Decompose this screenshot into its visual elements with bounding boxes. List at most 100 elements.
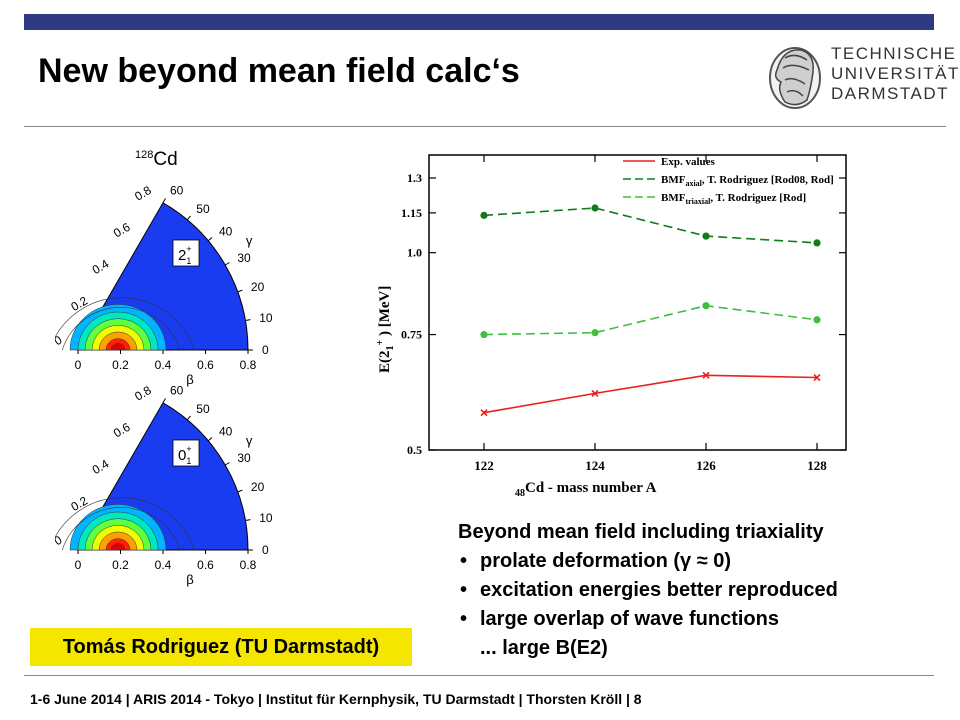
y-tick-label: 1.15 [401, 206, 422, 220]
header-divider [24, 126, 946, 127]
gamma-tick-label: 20 [251, 280, 265, 294]
gamma-axis-label: γ [246, 233, 253, 248]
gamma-tick [224, 262, 230, 266]
gamma-tick-label: 30 [237, 251, 251, 265]
gamma-tick [162, 398, 166, 404]
pes-panel-2plus: 0 10 20 30 40 50 60 γ 0 0.2 0.4 0.6 0.8 0 0.2 0.4 0.6 0.8… [55, 183, 273, 387]
university-logo: TECHNISCHE UNIVERSITÄT DARMSTADT [763, 38, 958, 120]
x-tick-label: 122 [474, 458, 494, 473]
energy-contour [55, 297, 195, 351]
data-point [480, 211, 488, 219]
series-line [483, 304, 818, 336]
gamma-tick-label: 20 [251, 480, 265, 494]
data-point [813, 316, 821, 324]
nucleus-label: 128Cd [135, 149, 178, 170]
data-point [813, 239, 821, 247]
gamma-tick-label: 60 [170, 184, 184, 198]
gamma-tick-label: 0 [262, 543, 269, 557]
bullets-heading: Beyond mean field including triaxiality [458, 521, 824, 543]
series-line [483, 374, 818, 414]
data-point [813, 373, 821, 382]
series-line [483, 207, 818, 244]
beta-tick-label: 0.6 [197, 358, 214, 372]
data-point [702, 302, 710, 310]
energy-contour [55, 497, 195, 551]
y-tick-label: 1.0 [407, 246, 422, 260]
beta-axis-label: β [186, 372, 193, 387]
data-point [702, 371, 710, 379]
header-bar [24, 14, 934, 30]
gamma-tick-label: 50 [196, 402, 210, 416]
radial-tick-label: 0.8 [132, 383, 154, 404]
radial-tick-label: 0.4 [90, 457, 112, 478]
radial-tick-label: 0.2 [69, 493, 91, 514]
radial-tick-label: 0 [55, 333, 65, 349]
gamma-tick-label: 60 [170, 384, 184, 398]
svg-text:01+: 01+ [178, 444, 192, 466]
x-tick-label: 124 [585, 458, 605, 473]
bullet-item: • large overlap of wave functions [460, 608, 779, 630]
radial-tick-label: 0.8 [132, 183, 154, 204]
state-label: 21+ [172, 239, 200, 267]
gamma-tick-label: 10 [259, 511, 273, 525]
radial-tick-label: 0.4 [90, 257, 112, 278]
beta-tick-label: 0.2 [112, 558, 129, 572]
data-point [480, 330, 488, 339]
radial-tick-label: 0 [55, 533, 65, 549]
bullet-continuation: ... large B(E2) [480, 637, 608, 659]
y-tick-label: 0.5 [407, 443, 422, 457]
y-axis-label: E(21+ ) [MeV] [375, 286, 396, 373]
beta-axis-label: β [186, 572, 193, 587]
legend-label: Exp. values [661, 156, 716, 168]
credit-box: Tomás Rodriguez (TU Darmstadt) [30, 628, 412, 666]
radial-tick-label: 0.2 [69, 293, 91, 314]
gamma-tick [162, 198, 166, 204]
data-point [480, 409, 488, 417]
radial-tick-label: 0.6 [111, 220, 133, 241]
data-point [591, 329, 599, 337]
bullet-item: • excitation energies better reproduced [460, 579, 838, 601]
gamma-tick [245, 519, 251, 521]
gamma-tick-label: 40 [219, 425, 233, 439]
gamma-tick [237, 289, 243, 293]
footer-text: 1-6 June 2014 | ARIS 2014 - Tokyo | Inst… [30, 691, 642, 707]
y-tick-label: 0.75 [401, 328, 422, 342]
beta-tick-label: 0 [75, 358, 82, 372]
summary-bullets: Beyond mean field including triaxiality … [458, 518, 838, 663]
gamma-tick-label: 50 [196, 202, 210, 216]
pes-figure: 128Cd 0 10 20 30 40 50 60 γ 0 0.2 0.4 0.6 0.8 0 0.2 0.4… [55, 149, 273, 587]
gamma-tick-label: 40 [219, 225, 233, 239]
data-point [702, 232, 710, 240]
gamma-tick [207, 437, 213, 442]
legend-label: BMFtriaxial, T. Rodriguez [Rod] [661, 192, 806, 206]
beta-tick-label: 0.4 [155, 358, 172, 372]
gamma-tick [186, 215, 191, 221]
plot-frame [428, 154, 847, 451]
y-tick-label: 1.3 [407, 171, 422, 185]
radial-tick-label: 0.6 [111, 420, 133, 441]
gamma-axis-label: γ [246, 433, 253, 448]
energy-contour [110, 343, 126, 351]
x-axis-label: 48Cd - mass number A [515, 480, 657, 499]
gamma-tick-label: 30 [237, 451, 251, 465]
beta-tick-label: 0.8 [240, 558, 257, 572]
gamma-tick [224, 462, 230, 466]
energy-contour [61, 507, 181, 551]
energy-chart: 122 124 126 128 0.5 0.75 1.0 1.15 1.3 Exp. value… [375, 154, 847, 499]
state-label: 01+ [172, 439, 200, 467]
beta-tick-label: 0 [75, 558, 82, 572]
svg-text:21+: 21+ [178, 244, 192, 266]
gamma-tick [207, 237, 213, 242]
beta-tick-label: 0.2 [112, 358, 129, 372]
data-point [591, 389, 599, 397]
athena-emblem-icon [769, 47, 821, 109]
gamma-tick [186, 415, 191, 421]
legend-label: BMFaxial, T. Rodriguez [Rod08, Rod] [661, 174, 834, 188]
beta-tick-label: 0.4 [155, 558, 172, 572]
legend: Exp. values BMFaxial, T. Rodriguez [Rod08… [623, 156, 834, 206]
beta-tick-label: 0.6 [197, 558, 214, 572]
bullet-item: • prolate deformation (γ ≈ 0) [460, 550, 732, 572]
gamma-tick [245, 319, 251, 321]
logo-text: TECHNISCHE UNIVERSITÄT DARMSTADT [831, 44, 960, 103]
data-point [591, 204, 599, 212]
